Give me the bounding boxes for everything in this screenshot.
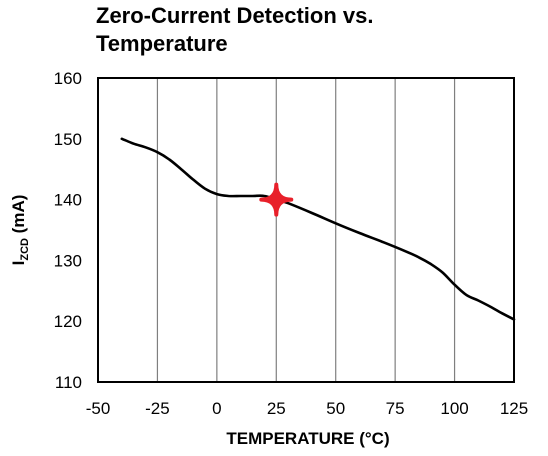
y-tick-label: 140	[54, 191, 82, 210]
y-axis-label-unit: (mA)	[9, 195, 28, 238]
tick-labels: -50 -25 0 25 50 75 100 125 110 120 130 140 150 160	[54, 69, 529, 418]
x-axis-label: TEMPERATURE (°C)	[226, 429, 389, 448]
plot-frame	[97, 77, 515, 383]
y-axis-label-main: I	[9, 261, 28, 266]
x-tick-label: -50	[86, 399, 111, 418]
y-tick-label: 120	[54, 312, 82, 331]
gridlines	[156, 78, 456, 382]
x-tick-label: 25	[267, 399, 286, 418]
x-tick-label: 0	[212, 399, 221, 418]
y-tick-label: 160	[54, 69, 82, 88]
y-tick-label: 150	[54, 130, 82, 149]
x-tick-label: 125	[500, 399, 528, 418]
x-tick-label: 100	[440, 399, 468, 418]
x-tick-label: -25	[145, 399, 170, 418]
y-tick-label: 130	[54, 251, 82, 270]
y-tick-label: 110	[55, 373, 82, 392]
series-line-0	[120, 137, 516, 321]
chart-title: Zero-Current Detection vs. Temperature	[96, 3, 374, 56]
plot-area	[98, 78, 514, 382]
x-tick-label: 75	[386, 399, 405, 418]
reference-point-marker	[259, 182, 294, 217]
y-axis-label: IZCD (mA)	[9, 195, 31, 266]
x-tick-label: 50	[326, 399, 345, 418]
y-axis-label-sub: ZCD	[19, 238, 31, 261]
series-layer	[120, 137, 516, 321]
marker-layer	[259, 182, 294, 217]
